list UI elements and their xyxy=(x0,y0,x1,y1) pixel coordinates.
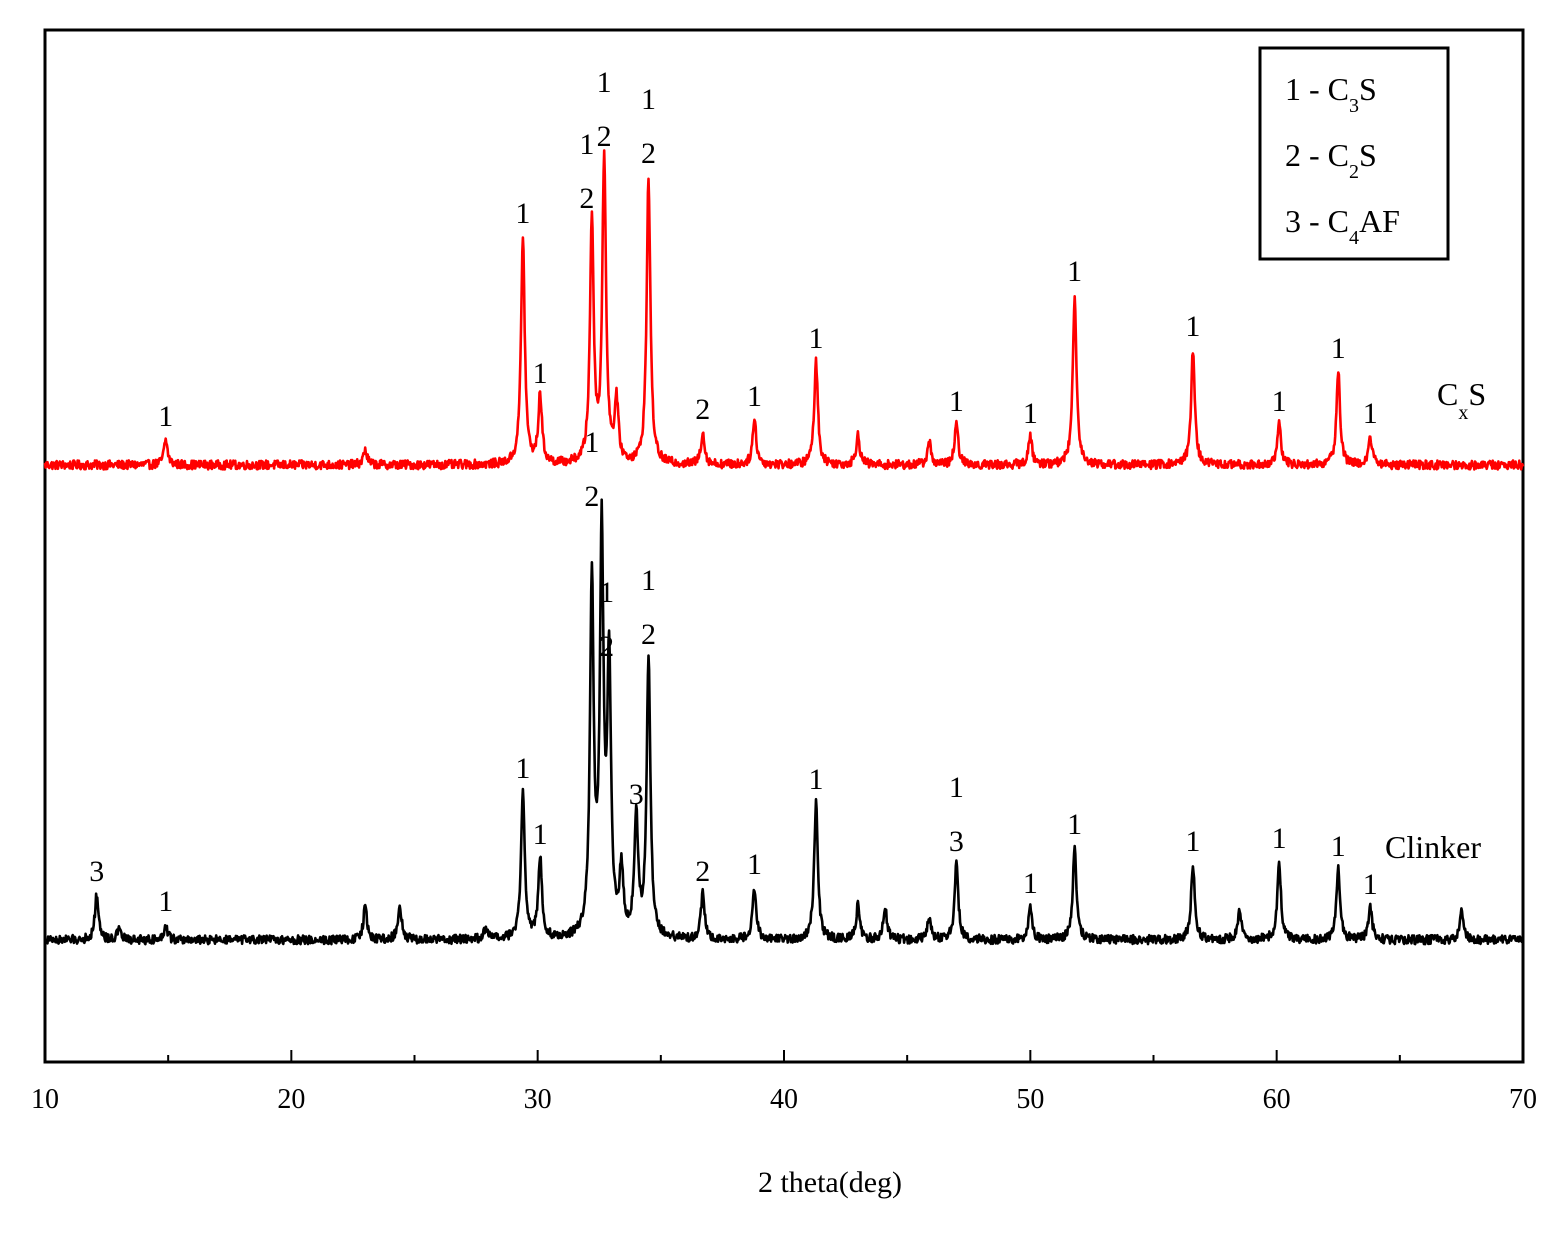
peak-label: 2 xyxy=(695,393,710,426)
legend: 1 - C3S 2 - C2S 3 - C4AF xyxy=(1258,46,1450,261)
peak-label: 1 xyxy=(1185,310,1200,343)
x-tick-label: 70 xyxy=(1509,1084,1537,1115)
peak-label: 3 xyxy=(629,778,644,811)
series-name-clinker: Clinker xyxy=(1385,829,1481,865)
peak-label: 2 xyxy=(597,120,612,153)
peak-label: 1 xyxy=(747,380,762,413)
x-axis-ticks: 10 20 30 40 50 60 70 xyxy=(31,1050,1537,1115)
x-tick-label: 20 xyxy=(277,1084,305,1115)
peak-label: 1 xyxy=(1023,867,1038,900)
peak-label: 1 xyxy=(515,197,530,230)
peak-label: 1 xyxy=(1331,830,1346,863)
peak-label: 2 xyxy=(695,855,710,888)
legend-entry: 3 - C4AF xyxy=(1285,203,1400,249)
peak-label: 2 xyxy=(579,182,594,215)
x-tick-label: 60 xyxy=(1263,1084,1291,1115)
x-tick-label: 40 xyxy=(770,1084,798,1115)
peak-label: 1 xyxy=(533,818,548,851)
peak-label: 1 xyxy=(1067,255,1082,288)
peak-label: 1 xyxy=(599,576,614,609)
peak-label: 1 xyxy=(1363,868,1378,901)
peak-label: 1 xyxy=(747,848,762,881)
series-names: CxS Clinker xyxy=(1385,376,1486,865)
peak-label: 1 xyxy=(515,752,530,785)
x-tick-label: 50 xyxy=(1016,1084,1044,1115)
peak-label: 1 xyxy=(809,763,824,796)
x-tick-label: 30 xyxy=(524,1084,552,1115)
peak-label: 1 xyxy=(1185,825,1200,858)
peak-label: 1 xyxy=(597,66,612,99)
peak-label: 2 xyxy=(584,480,599,513)
peak-label: 1 xyxy=(533,357,548,390)
peak-label: 1 xyxy=(1272,385,1287,418)
series-name-cxs: CxS xyxy=(1437,376,1486,424)
legend-entry: 2 - C2S xyxy=(1285,137,1377,183)
peak-label: 3 xyxy=(949,825,964,858)
peak-label: 1 xyxy=(949,771,964,804)
peak-label: 2 xyxy=(641,618,656,651)
peak-label: 1 xyxy=(1272,822,1287,855)
peak-label: 1 xyxy=(949,385,964,418)
peak-label: 2 xyxy=(599,630,614,663)
series-layer xyxy=(43,149,1525,946)
peak-label: 1 xyxy=(579,128,594,161)
peak-label: 1 xyxy=(158,885,173,918)
series-line-cxs xyxy=(43,149,1525,471)
legend-entry: 1 - C3S xyxy=(1285,71,1377,117)
peak-label: 1 xyxy=(1331,332,1346,365)
peak-label: 1 xyxy=(809,322,824,355)
peak-label: 1 xyxy=(1363,397,1378,430)
x-axis-title: 2 theta(deg) xyxy=(758,1166,902,1199)
peak-label: 1 xyxy=(584,426,599,459)
peak-label: 1 xyxy=(641,564,656,597)
legend-box xyxy=(1258,46,1450,261)
x-tick-label: 10 xyxy=(31,1084,59,1115)
peak-label: 1 xyxy=(158,400,173,433)
series-line-clinker xyxy=(43,498,1525,946)
peak-label: 1 xyxy=(1023,397,1038,430)
peak-label: 1 xyxy=(1067,808,1082,841)
peak-label: 1 xyxy=(641,83,656,116)
peak-label: 3 xyxy=(89,855,104,888)
peak-label: 2 xyxy=(641,137,656,170)
